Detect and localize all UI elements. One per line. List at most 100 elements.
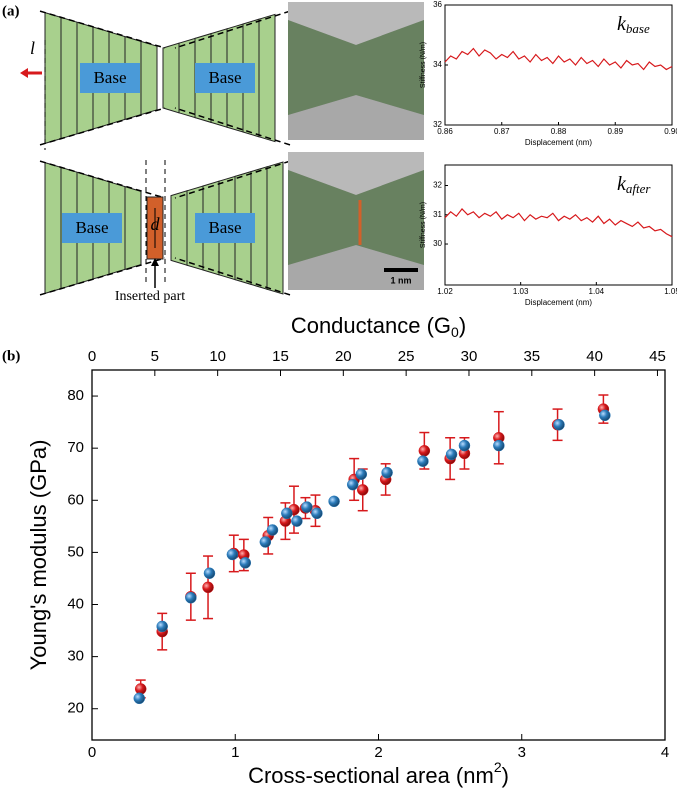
bar-segment: [266, 161, 284, 295]
text-part: 2: [494, 759, 502, 775]
point: [133, 692, 146, 705]
y-tick-label: 32: [433, 120, 442, 129]
x2-axis-title: Conductance (G0): [291, 313, 466, 340]
panel-label: (b): [2, 348, 20, 364]
bar-segment: [60, 16, 78, 140]
envelope: [39, 160, 166, 199]
point: [458, 439, 471, 452]
d-label: d: [151, 214, 161, 234]
envelope: [174, 10, 291, 49]
text-part: ): [502, 763, 509, 788]
x2-tick-label: 20: [335, 348, 352, 365]
x2-tick-label: 30: [461, 348, 478, 365]
x2-tick-label: 0: [88, 348, 96, 365]
point: [202, 581, 214, 594]
x2-tick-label: 10: [209, 348, 226, 365]
text-part: 0: [451, 324, 459, 340]
x-tick-label: 1: [231, 744, 239, 761]
text-part: k: [617, 173, 627, 195]
point: [156, 620, 168, 633]
point: [553, 418, 565, 431]
x-tick-label: 0.90: [664, 127, 677, 136]
y-tick-label: 60: [67, 491, 84, 508]
x-tick-label: 1.02: [437, 287, 453, 296]
x2-tick-label: 35: [523, 348, 540, 365]
x-tick-label: 4: [661, 744, 669, 761]
plot-frame: [91, 369, 666, 741]
y-tick-label: 30: [433, 239, 442, 248]
envelope: [39, 257, 166, 296]
envelope: [39, 107, 166, 146]
point: [346, 478, 359, 491]
diagram: Base Base Base Base l d Inserted part: [20, 10, 291, 304]
bar-segment: [44, 161, 62, 295]
base-box: [195, 213, 255, 243]
scale-bar-label: 1 nm: [390, 275, 411, 285]
base-label: Base: [93, 68, 126, 87]
y-axis-title: Young's modulus (GPa): [26, 440, 51, 671]
x-tick-label: 1.03: [513, 287, 529, 296]
point: [445, 448, 458, 461]
x2-tick-label: 45: [649, 348, 666, 365]
y-tick-label: 20: [67, 700, 84, 717]
envelope: [174, 107, 291, 146]
y-tick-label: 80: [67, 387, 84, 404]
point: [239, 557, 252, 569]
y-tick-label: 70: [67, 439, 84, 456]
envelope: [39, 10, 166, 49]
base-box: [195, 63, 255, 93]
point: [301, 501, 313, 513]
x-tick-label: 1.04: [589, 287, 605, 296]
y-tick-label: 34: [433, 60, 442, 69]
tem-image: [288, 2, 424, 290]
point: [185, 591, 197, 604]
point: [599, 409, 611, 422]
base-label: Base: [75, 218, 108, 237]
x2-tick-label: 15: [272, 348, 289, 365]
y-axis-title: Stiffness (N/m): [420, 202, 427, 248]
point: [328, 495, 340, 508]
point: [266, 524, 279, 536]
x2-tick-label: 25: [398, 348, 415, 365]
point: [356, 484, 369, 496]
bar-segment: [44, 11, 62, 145]
point: [418, 445, 431, 457]
x-axis-title: Displacement (nm): [525, 298, 592, 307]
inserted-label: Inserted part: [115, 289, 185, 304]
y-axis-title: Stiffness (N/m): [420, 42, 427, 88]
base-box: [62, 213, 122, 243]
text-part: Conductance (G: [291, 313, 451, 338]
data-line: [444, 207, 673, 238]
text-part: Cross-sectional area (nm: [248, 763, 494, 788]
point: [493, 439, 505, 452]
y-tick-label: 40: [67, 595, 84, 612]
point: [291, 515, 303, 527]
base-box: [80, 63, 140, 93]
point: [259, 536, 272, 548]
annotation: kafter: [617, 173, 651, 196]
x-tick-label: 0.89: [607, 127, 623, 136]
x-tick-label: 1.05: [664, 287, 677, 296]
base-label: Base: [208, 68, 241, 87]
panel-label: (a): [2, 3, 20, 19]
bar-segment: [178, 37, 196, 119]
x-tick-label: 3: [518, 744, 526, 761]
x-tick-label: 0.87: [494, 127, 510, 136]
x-tick-label: 0.88: [551, 127, 567, 136]
base-label: Base: [208, 218, 241, 237]
arrow-head: [151, 258, 159, 266]
y-tick-label: 36: [433, 0, 442, 9]
x-tick-label: 2: [374, 744, 382, 761]
bar-segment: [162, 42, 180, 114]
bar-segment: [124, 185, 142, 271]
y-tick-label: 31: [433, 210, 442, 219]
point: [226, 548, 239, 561]
point: [203, 567, 216, 579]
y-tick-label: 50: [67, 543, 84, 560]
bar-segment: [140, 40, 158, 116]
point: [281, 507, 293, 520]
x-tick-label: 0.86: [437, 127, 453, 136]
text-part: after: [626, 181, 651, 196]
y-tick-label: 30: [67, 648, 84, 665]
point: [311, 507, 323, 520]
